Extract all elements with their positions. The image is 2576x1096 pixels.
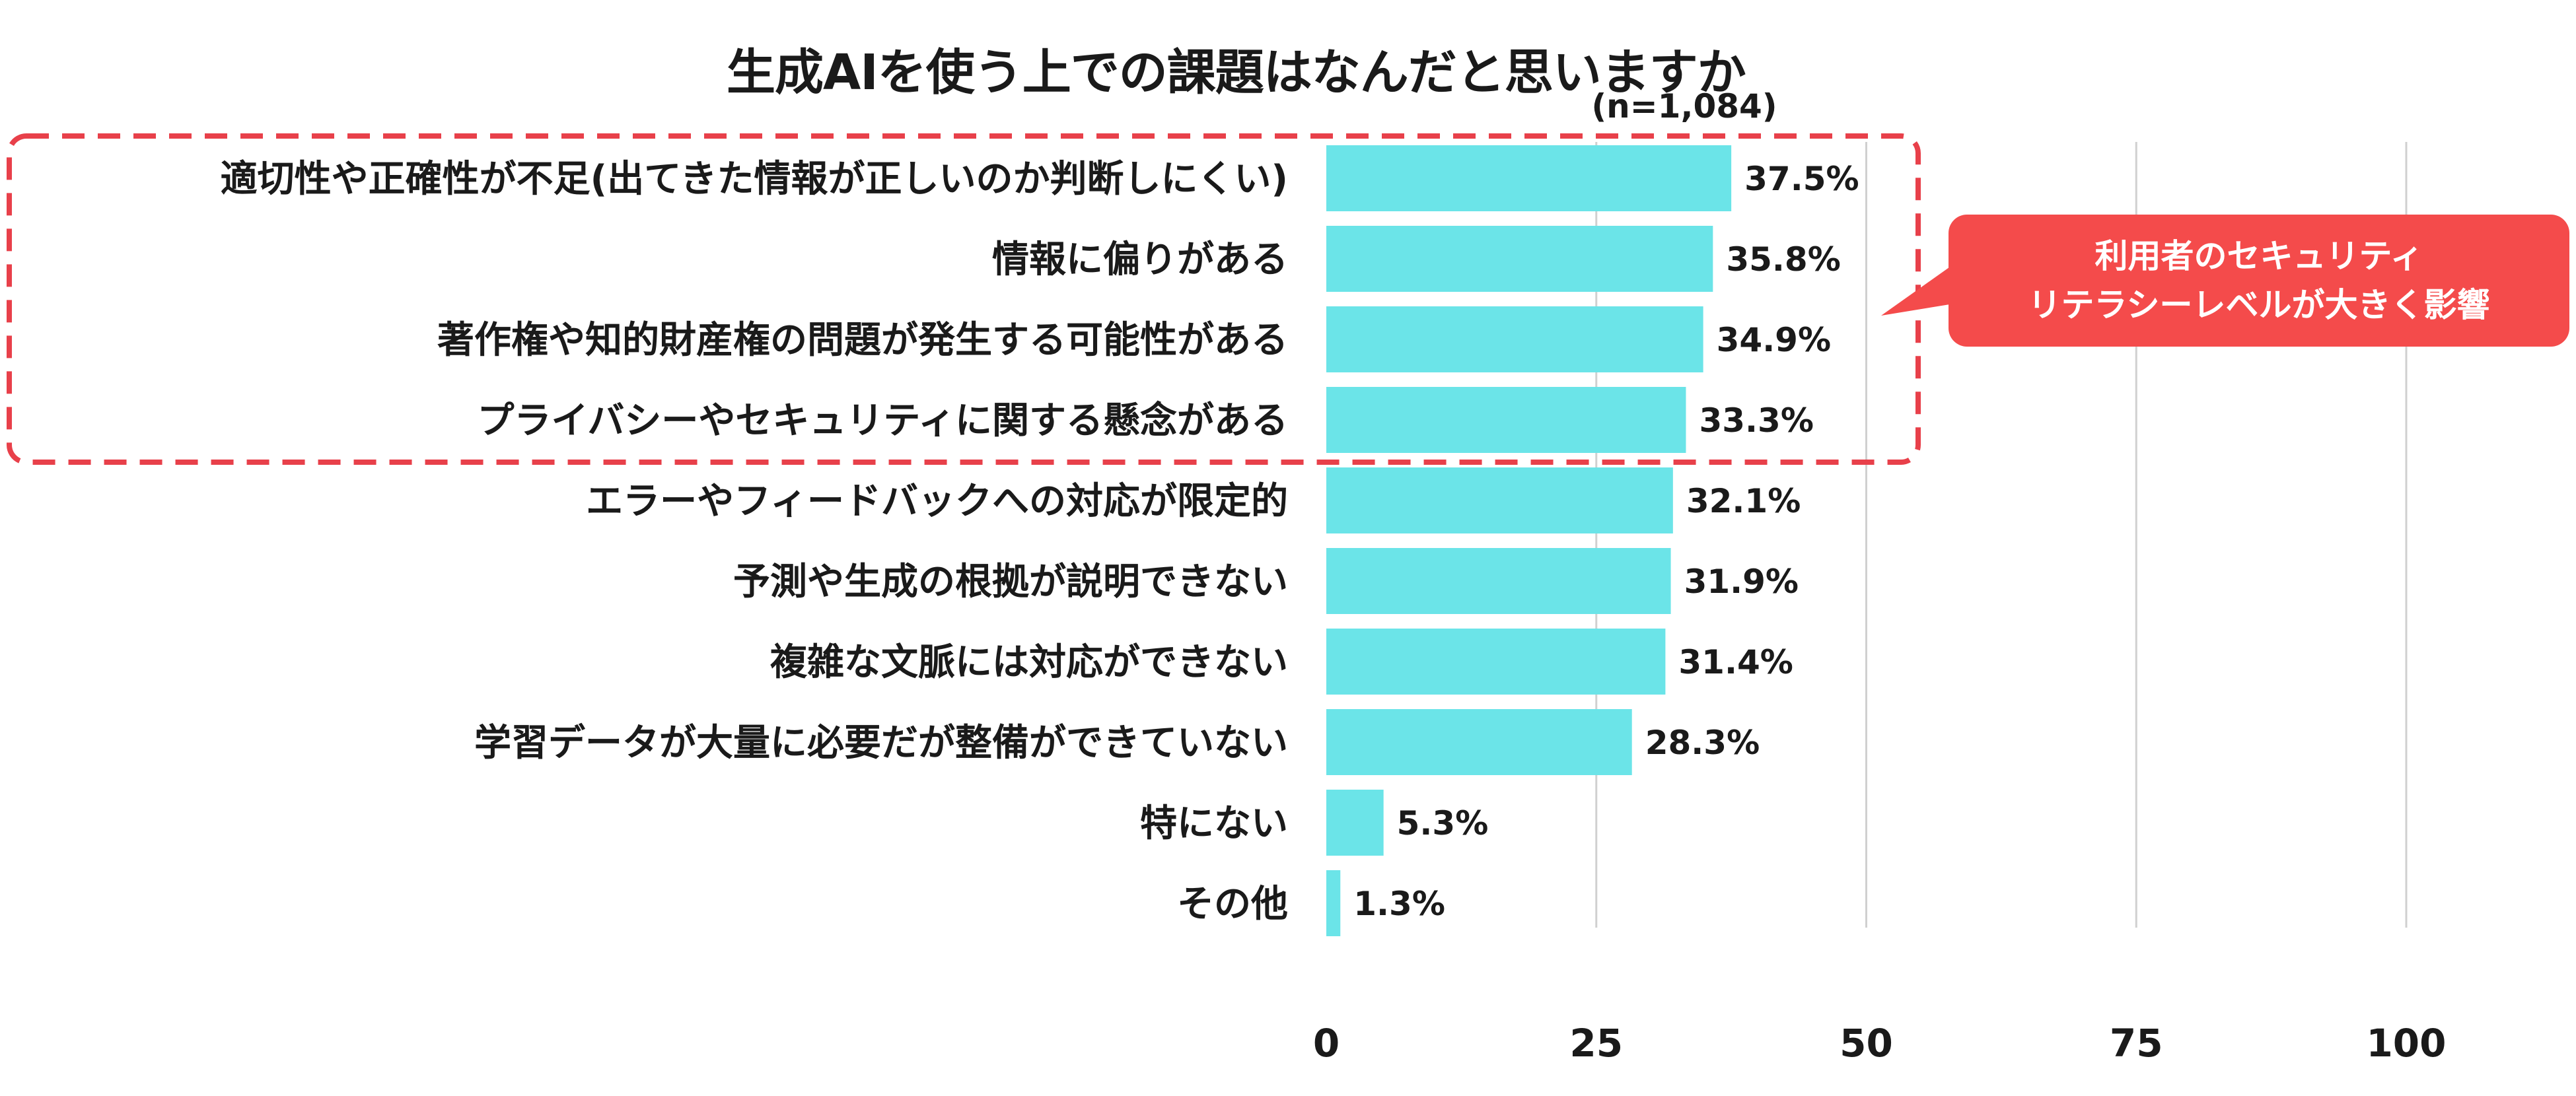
- category-label: 適切性や正確性が不足(出てきた情報が正しいのか判断しにくい): [221, 158, 1288, 201]
- value-label: 31.9%: [1684, 563, 1799, 601]
- callout-line-1: 利用者のセキュリティ: [2094, 237, 2423, 275]
- value-label: 34.9%: [1717, 321, 1831, 359]
- x-tick-label: 100: [2366, 1021, 2446, 1066]
- value-label: 33.3%: [1699, 401, 1813, 440]
- category-label: エラーやフィードバックへの対応が限定的: [586, 480, 1288, 523]
- category-label: 予測や生成の根拠が説明できない: [733, 561, 1288, 603]
- bar: [1326, 790, 1384, 856]
- x-tick-label: 50: [1840, 1021, 1893, 1066]
- callout-pointer: [1881, 264, 1954, 316]
- value-label: 35.8%: [1726, 240, 1840, 279]
- category-label: 特にない: [1140, 802, 1288, 845]
- callout-line-2: リテラシーレベルが大きく影響: [2028, 286, 2490, 324]
- bar: [1326, 629, 1666, 695]
- bar: [1326, 145, 1732, 211]
- category-label: 複雑な文脈には対応ができない: [770, 641, 1288, 684]
- value-label: 1.3%: [1353, 885, 1445, 923]
- category-label: プライバシーやセキュリティに関する懸念がある: [477, 399, 1288, 442]
- category-label: 学習データが大量に必要だが整備ができていない: [474, 722, 1288, 765]
- value-label: 28.3%: [1645, 724, 1760, 762]
- sample-size: (n=1,084): [1591, 87, 1777, 125]
- category-label: その他: [1177, 883, 1288, 926]
- x-tick-label: 0: [1313, 1021, 1340, 1066]
- x-tick-label: 25: [1569, 1021, 1623, 1066]
- value-label: 31.4%: [1678, 643, 1793, 681]
- category-label: 情報に偏りがある: [992, 238, 1288, 281]
- bar: [1326, 226, 1713, 292]
- value-label: 37.5%: [1744, 160, 1859, 198]
- bar: [1326, 306, 1703, 372]
- category-label: 著作権や知的財産権の問題が発生する可能性がある: [437, 319, 1288, 362]
- bar: [1326, 709, 1632, 775]
- value-label: 32.1%: [1686, 482, 1801, 520]
- x-tick-label: 75: [2110, 1021, 2163, 1066]
- bar: [1326, 548, 1671, 614]
- bar: [1326, 387, 1686, 453]
- bar: [1326, 870, 1341, 936]
- bar: [1326, 467, 1673, 533]
- value-label: 5.3%: [1397, 804, 1489, 842]
- chart-title: 生成AIを使う上での課題はなんだと思いますか: [727, 44, 1746, 101]
- callout-box: 利用者のセキュリティ リテラシーレベルが大きく影響: [1949, 215, 2569, 347]
